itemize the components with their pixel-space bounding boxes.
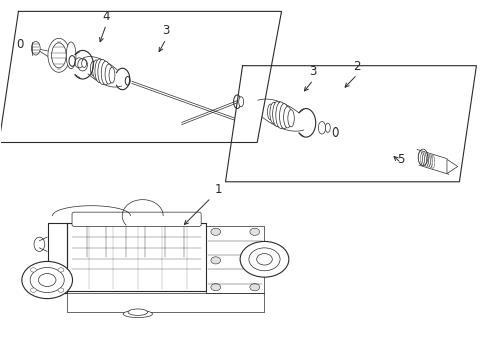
Text: 4: 4 [102, 10, 110, 23]
Ellipse shape [268, 104, 273, 120]
Polygon shape [0, 12, 282, 143]
Ellipse shape [91, 61, 96, 76]
Circle shape [211, 257, 220, 264]
Ellipse shape [276, 102, 286, 128]
Circle shape [22, 261, 73, 298]
Circle shape [58, 288, 64, 292]
Text: 5: 5 [397, 153, 405, 166]
Ellipse shape [31, 41, 40, 55]
Circle shape [250, 257, 260, 264]
Circle shape [211, 284, 220, 291]
Circle shape [240, 242, 289, 277]
Polygon shape [447, 159, 458, 174]
Ellipse shape [82, 60, 87, 67]
Circle shape [38, 274, 56, 287]
Polygon shape [48, 223, 67, 293]
Ellipse shape [105, 64, 113, 84]
Circle shape [250, 284, 260, 291]
Polygon shape [67, 293, 265, 312]
Ellipse shape [270, 102, 278, 124]
Ellipse shape [325, 123, 330, 132]
Circle shape [58, 268, 64, 272]
Ellipse shape [98, 59, 107, 84]
Text: 0: 0 [16, 39, 24, 51]
Ellipse shape [75, 58, 84, 68]
Circle shape [211, 228, 220, 235]
Ellipse shape [272, 102, 282, 127]
Ellipse shape [123, 310, 152, 318]
Circle shape [257, 253, 272, 265]
Ellipse shape [51, 43, 66, 68]
Ellipse shape [48, 39, 70, 72]
Ellipse shape [109, 67, 115, 83]
Circle shape [30, 268, 36, 272]
Ellipse shape [128, 309, 147, 315]
Ellipse shape [239, 97, 244, 107]
Ellipse shape [318, 122, 326, 134]
Ellipse shape [93, 60, 100, 79]
Ellipse shape [95, 59, 104, 82]
Circle shape [249, 248, 280, 271]
Ellipse shape [66, 42, 76, 69]
Ellipse shape [418, 149, 428, 166]
Text: 2: 2 [353, 60, 361, 73]
Polygon shape [206, 226, 265, 293]
Circle shape [30, 288, 36, 292]
Text: 3: 3 [310, 65, 317, 78]
Ellipse shape [101, 61, 110, 85]
Polygon shape [225, 66, 476, 182]
Text: 3: 3 [162, 24, 170, 37]
Ellipse shape [34, 237, 45, 251]
Ellipse shape [279, 104, 289, 129]
Polygon shape [67, 223, 206, 291]
Circle shape [30, 267, 64, 293]
FancyBboxPatch shape [72, 212, 201, 226]
Ellipse shape [284, 107, 292, 128]
Text: 1: 1 [215, 183, 222, 196]
Ellipse shape [288, 110, 294, 127]
Circle shape [250, 228, 260, 235]
